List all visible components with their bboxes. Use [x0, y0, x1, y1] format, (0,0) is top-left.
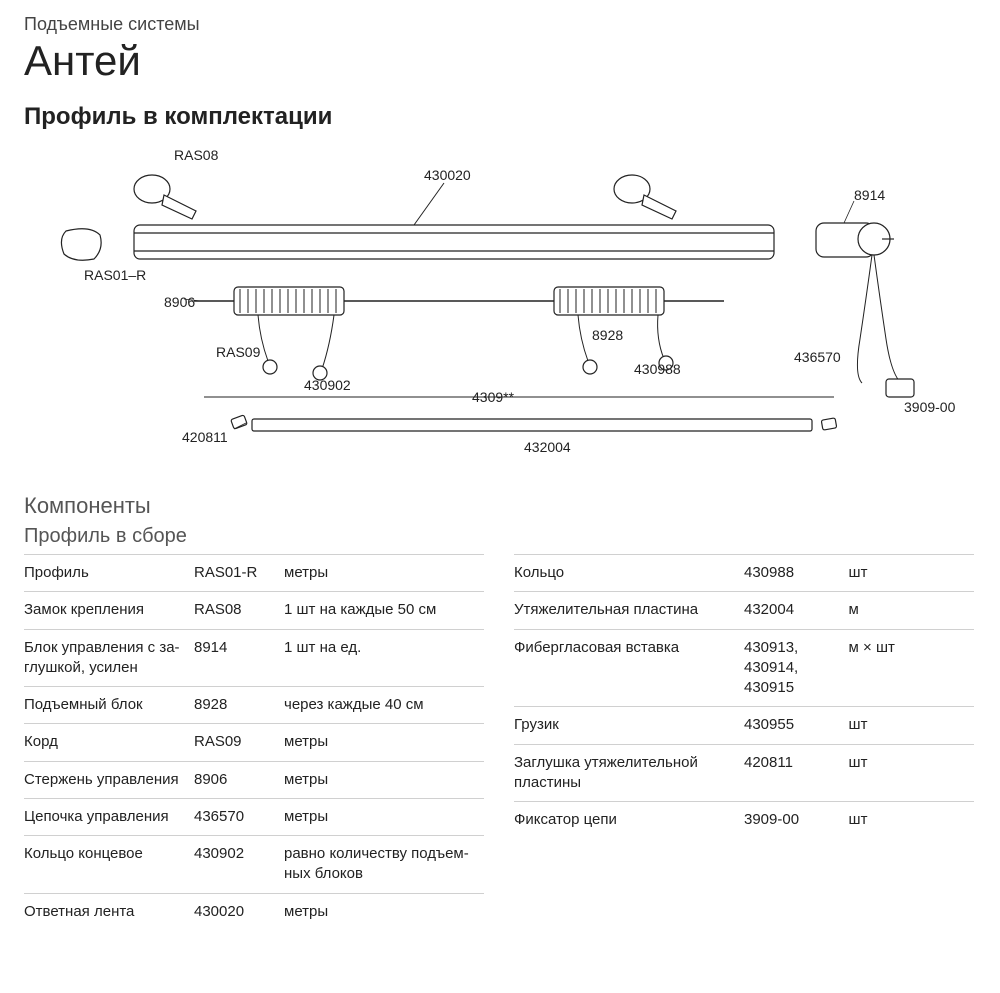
page-title: Антей	[24, 37, 976, 85]
component-unit: шт	[849, 802, 974, 839]
diagram-label: 4309**	[472, 389, 514, 405]
component-unit: 1 шт на ед.	[284, 629, 484, 687]
component-unit: через каждые 40 см	[284, 687, 484, 724]
component-code: 3909-00	[744, 802, 849, 839]
component-name: Кольцо концевое	[24, 836, 194, 894]
diagram-label: 436570	[794, 349, 841, 365]
table-row: Стержень управления8906метры	[24, 761, 484, 798]
component-name: Корд	[24, 724, 194, 761]
table-row: Грузик430955шт	[514, 707, 974, 744]
component-code: 430020	[194, 893, 284, 930]
table-row: ПрофильRAS01-Rметры	[24, 555, 484, 592]
table-row: КордRAS09метры	[24, 724, 484, 761]
components-table-left: ПрофильRAS01-RметрыЗамок крепленияRAS081…	[24, 554, 484, 930]
diagram-label: 8914	[854, 187, 885, 203]
component-name: Профиль	[24, 555, 194, 592]
table-row: Кольцо концевое430902равно количеству по…	[24, 836, 484, 894]
component-name: Грузик	[514, 707, 744, 744]
components-heading: Компоненты	[24, 493, 976, 519]
pretitle: Подъемные системы	[24, 14, 976, 35]
diagram-label: 430020	[424, 167, 471, 183]
table-row: Подъемный блок8928через каждые 40 см	[24, 687, 484, 724]
component-name: Утяжелительная пластина	[514, 592, 744, 629]
diagram-label: RAS09	[216, 344, 260, 360]
component-name: Подъемный блок	[24, 687, 194, 724]
diagram-label: 430988	[634, 361, 681, 377]
component-unit: шт	[849, 555, 974, 592]
component-code: 430988	[744, 555, 849, 592]
component-name: Кольцо	[514, 555, 744, 592]
component-name: Блок управления с за­глушкой, усилен	[24, 629, 194, 687]
component-code: 420811	[744, 744, 849, 802]
component-code: 432004	[744, 592, 849, 629]
component-code: 436570	[194, 798, 284, 835]
component-unit: метры	[284, 798, 484, 835]
table-row: Утяжелительная пластина432004м	[514, 592, 974, 629]
diagram-label: 420811	[182, 429, 228, 445]
component-code: 8906	[194, 761, 284, 798]
component-code: RAS09	[194, 724, 284, 761]
component-name: Ответная лента	[24, 893, 194, 930]
table-row: Блок управления с за­глушкой, усилен8914…	[24, 629, 484, 687]
components-table-right: Кольцо430988штУтяжелительная пластина432…	[514, 554, 974, 838]
diagram-label: 430902	[304, 377, 351, 393]
component-code: 430955	[744, 707, 849, 744]
component-name: Замок крепления	[24, 592, 194, 629]
table-row: Замок крепленияRAS081 шт на каждые 50 см	[24, 592, 484, 629]
table-row: Кольцо430988шт	[514, 555, 974, 592]
component-unit: метры	[284, 724, 484, 761]
component-unit: метры	[284, 761, 484, 798]
component-unit: м	[849, 592, 974, 629]
component-code: 8914	[194, 629, 284, 687]
table-row: Фибергласовая вставка430913, 430914, 430…	[514, 629, 974, 707]
profile-assembly-heading: Профиль в сборе	[24, 525, 976, 548]
component-name: Заглушка утяжелитель­ной пластины	[514, 744, 744, 802]
component-unit: метры	[284, 555, 484, 592]
diagram-label: 432004	[524, 439, 571, 455]
table-row: Цепочка управления436570метры	[24, 798, 484, 835]
component-unit: шт	[849, 707, 974, 744]
component-code: 430913, 430914, 430915	[744, 629, 849, 707]
diagram-section-title: Профиль в комплектации	[24, 103, 976, 131]
table-row: Заглушка утяжелитель­ной пластины420811ш…	[514, 744, 974, 802]
component-code: 8928	[194, 687, 284, 724]
component-name: Цепочка управления	[24, 798, 194, 835]
component-unit: шт	[849, 744, 974, 802]
diagram-label: RAS01–R	[84, 267, 146, 283]
component-unit: 1 шт на каждые 50 см	[284, 592, 484, 629]
diagram-label: 8928	[592, 327, 623, 343]
component-unit: равно количеству подъем­ных блоков	[284, 836, 484, 894]
diagram-label: RAS08	[174, 147, 218, 163]
tables-container: ПрофильRAS01-RметрыЗамок крепленияRAS081…	[24, 554, 976, 930]
table-row: Ответная лента430020метры	[24, 893, 484, 930]
diagram-label: 8906	[164, 294, 195, 310]
component-unit: м × шт	[849, 629, 974, 707]
exploded-diagram: RAS08 430020 8914 RAS01–R 8906 RAS09 430…	[24, 139, 976, 469]
component-name: Фиксатор цепи	[514, 802, 744, 839]
component-code: RAS08	[194, 592, 284, 629]
component-code: RAS01-R	[194, 555, 284, 592]
component-name: Стержень управления	[24, 761, 194, 798]
component-unit: метры	[284, 893, 484, 930]
diagram-label: 3909-00	[904, 399, 955, 415]
component-name: Фибергласовая вставка	[514, 629, 744, 707]
component-code: 430902	[194, 836, 284, 894]
table-row: Фиксатор цепи3909-00шт	[514, 802, 974, 839]
